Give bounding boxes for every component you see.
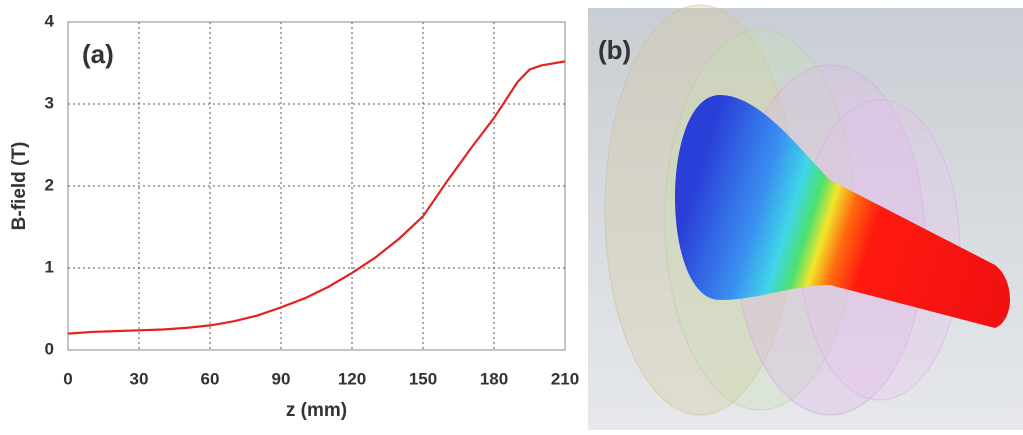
y-tick-label: 2 bbox=[45, 175, 54, 194]
x-tick-label: 180 bbox=[480, 369, 508, 388]
y-tick-label: 1 bbox=[45, 257, 54, 276]
x-tick-label: 210 bbox=[551, 369, 579, 388]
panel-b: (b) bbox=[588, 4, 1023, 430]
y-tick-label: 4 bbox=[45, 11, 55, 30]
plot-frame bbox=[67, 21, 566, 351]
x-tick-label: 60 bbox=[201, 369, 220, 388]
x-tick-label: 90 bbox=[272, 369, 291, 388]
y-tick-label: 0 bbox=[45, 339, 54, 358]
y-axis-label: B-field (T) bbox=[9, 142, 30, 231]
x-tick-label: 0 bbox=[63, 369, 72, 388]
x-tick-label: 150 bbox=[409, 369, 437, 388]
y-tick-label: 3 bbox=[45, 93, 54, 112]
data-line bbox=[67, 60, 566, 335]
x-tick-label: 120 bbox=[338, 369, 366, 388]
annotation: (a) bbox=[82, 39, 114, 69]
panel-label: (b) bbox=[598, 35, 631, 65]
x-axis-label: z (mm) bbox=[286, 400, 347, 421]
beam-cone bbox=[675, 95, 1010, 328]
x-tick-label: 30 bbox=[130, 369, 149, 388]
